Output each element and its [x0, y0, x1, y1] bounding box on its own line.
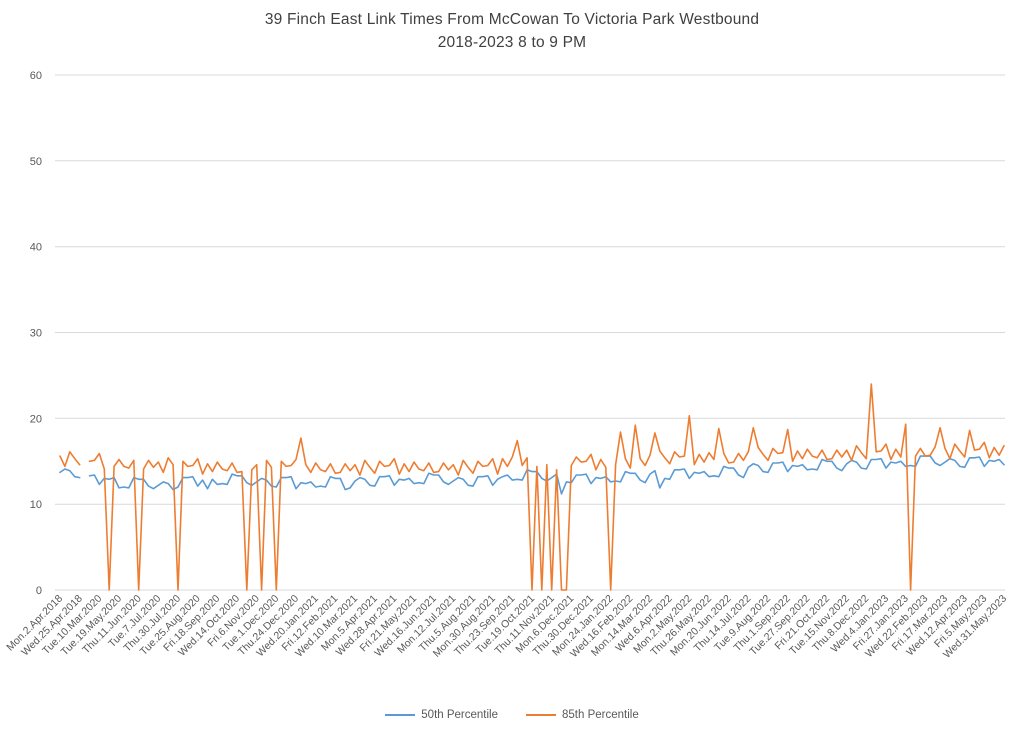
legend-item-50th-percentile: 50th Percentile: [385, 709, 498, 721]
y-axis-tick-label: 60: [30, 70, 42, 82]
chart-plot-area: 0102030405060Mon.2.Apr.2018Wed.25.Apr.20…: [4, 70, 1009, 661]
y-axis-tick-label: 50: [30, 156, 42, 168]
y-axis-tick-label: 30: [30, 328, 42, 340]
legend-swatch-85th-percentile-icon: [526, 714, 556, 716]
chart-legend: 50th Percentile 85th Percentile: [0, 709, 1024, 721]
legend-swatch-50th-percentile-icon: [385, 714, 416, 716]
legend-label-50th-percentile: 50th Percentile: [421, 709, 498, 721]
legend-label-85th-percentile: 85th Percentile: [562, 709, 639, 721]
y-axis-tick-label: 20: [30, 413, 42, 425]
series-line-50th-percentile: [59, 455, 1005, 495]
y-axis-tick-label: 0: [36, 585, 42, 597]
y-axis-tick-label: 40: [30, 242, 42, 254]
legend-item-85th-percentile: 85th Percentile: [526, 709, 639, 721]
chart-title-line1: 39 Finch East Link Times From McCowan To…: [264, 11, 760, 28]
chart-title-line2: 2018-2023 8 to 9 PM: [437, 34, 587, 52]
chart-title: 39 Finch East Link Times From McCowan To…: [0, 8, 1024, 55]
series-line-85th-percentile: [59, 383, 1005, 591]
y-axis-tick-label: 10: [30, 499, 42, 511]
